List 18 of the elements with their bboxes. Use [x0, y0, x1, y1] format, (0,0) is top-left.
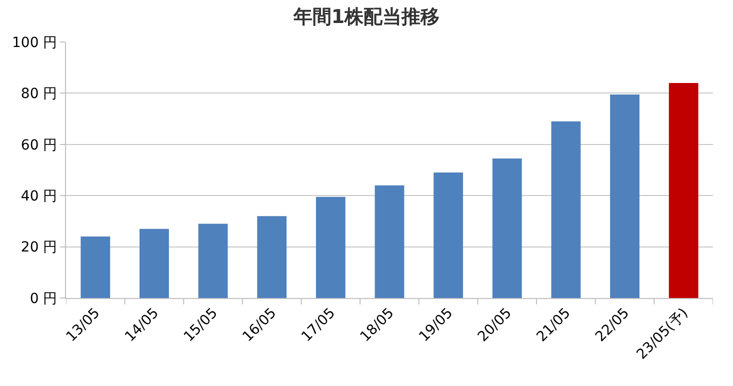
bar — [434, 172, 464, 298]
bar — [257, 216, 287, 298]
bar — [610, 94, 640, 298]
y-tick-label: 20 円 — [20, 240, 58, 256]
y-tick-label: 40 円 — [20, 188, 58, 204]
bar — [668, 82, 698, 298]
bar — [374, 185, 404, 298]
y-tick-label: 100 円 — [12, 34, 58, 51]
bar — [492, 158, 522, 298]
chart-title: 年間1株配当推移 — [292, 6, 440, 28]
bar — [198, 224, 228, 298]
bar — [140, 228, 169, 298]
y-tick-label: 0 円 — [30, 290, 58, 307]
bar — [551, 121, 581, 298]
y-tick-label: 60 円 — [20, 137, 58, 154]
bar — [80, 236, 110, 298]
y-tick-label: 80 円 — [20, 86, 58, 102]
bar — [316, 196, 346, 298]
